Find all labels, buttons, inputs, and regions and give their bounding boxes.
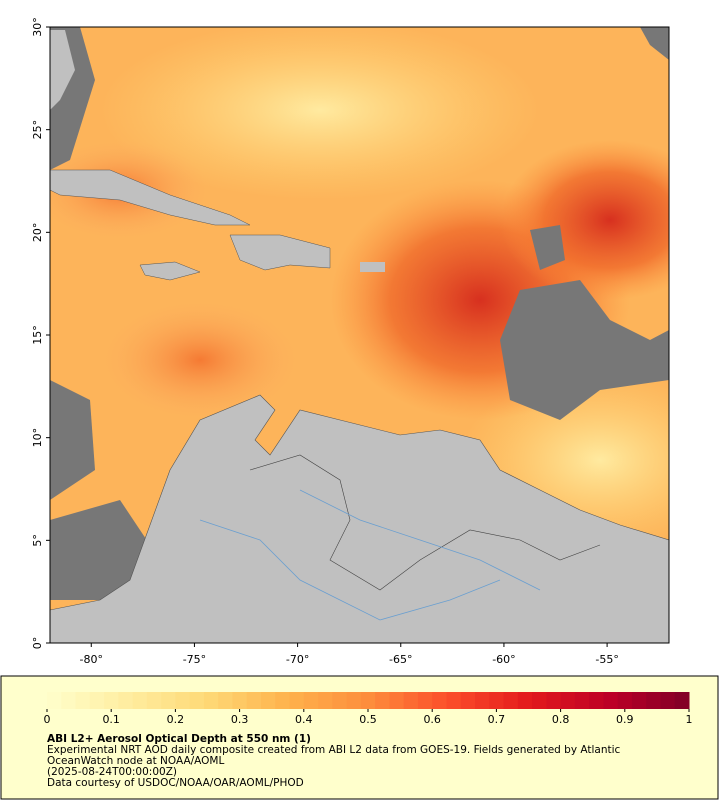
colorbar-swatch (489, 692, 505, 709)
caption-line: Experimental NRT AOD daily composite cre… (47, 744, 621, 756)
colorbar-swatch (560, 692, 576, 709)
caption-line: OceanWatch node at NOAA/AOML (47, 755, 224, 767)
colorbar-swatch (346, 692, 362, 709)
colorbar-swatch (47, 692, 62, 709)
colorbar-swatch (289, 692, 305, 709)
colorbar-tick-label: 0.6 (423, 713, 441, 726)
x-tick-label: -70° (286, 653, 309, 666)
colorbar-swatch (261, 692, 276, 709)
colorbar-swatch (360, 692, 376, 709)
colorbar-swatch (417, 692, 433, 709)
colorbar-swatch (631, 692, 647, 709)
colorbar-swatch (646, 692, 661, 709)
colorbar-swatch (546, 692, 562, 709)
y-tick-label: 30° (31, 17, 44, 37)
caption-line: Data courtesy of USDOC/NOAA/OAR/AOML/PHO… (47, 777, 304, 789)
colorbar-swatch (132, 692, 148, 709)
colorbar-swatch (446, 692, 462, 709)
colorbar-swatch (589, 692, 604, 709)
colorbar-swatch (146, 692, 162, 709)
caption-line: (2025-08-24T00:00:00Z) (47, 766, 177, 778)
x-tick-label: -75° (183, 653, 206, 666)
y-tick-label: 5° (31, 534, 44, 547)
colorbar-swatch (104, 692, 119, 709)
colorbar-swatch (275, 692, 291, 709)
colorbar-tick-label: 0.5 (359, 713, 377, 726)
colorbar-swatch (375, 692, 390, 709)
colorbar-swatch (118, 692, 134, 709)
colorbar-swatch (460, 692, 476, 709)
y-tick-label: 20° (31, 223, 44, 243)
colorbar-swatch (75, 692, 91, 709)
colorbar-swatch (532, 692, 547, 709)
caption-title: ABI L2+ Aerosol Optical Depth at 550 nm … (47, 733, 311, 745)
colorbar-swatch (660, 692, 676, 709)
y-tick-label: 15° (31, 325, 44, 345)
colorbar-swatch (389, 692, 405, 709)
colorbar-tick-label: 0.2 (167, 713, 185, 726)
x-tick-label: -80° (80, 653, 103, 666)
colorbar-swatch (617, 692, 633, 709)
colorbar-tick-label: 0.7 (488, 713, 506, 726)
colorbar-tick-label: 0.8 (552, 713, 570, 726)
x-tick-label: -65° (389, 653, 412, 666)
colorbar-tick-label: 0 (44, 713, 51, 726)
colorbar-swatch (175, 692, 191, 709)
colorbar-swatch (246, 692, 262, 709)
colorbar-swatch (89, 692, 105, 709)
colorbar-swatch (674, 692, 690, 709)
colorbar-tick-label: 0.4 (295, 713, 313, 726)
colorbar-tick-label: 0.1 (102, 713, 120, 726)
colorbar-swatch (318, 692, 333, 709)
colorbar-swatch (303, 692, 319, 709)
y-tick-label: 25° (31, 120, 44, 140)
colorbar-swatch (403, 692, 419, 709)
colorbar-swatch (189, 692, 205, 709)
colorbar-swatch (517, 692, 533, 709)
colorbar-swatch (432, 692, 447, 709)
colorbar-swatch (603, 692, 619, 709)
map-image (50, 27, 669, 643)
colorbar-swatch (61, 692, 77, 709)
colorbar-swatch (503, 692, 519, 709)
y-tick-label: 10° (31, 428, 44, 448)
x-tick-label: -55° (595, 653, 618, 666)
colorbar-tick-label: 1 (686, 713, 693, 726)
colorbar-swatch (203, 692, 219, 709)
colorbar-tick-label: 0.9 (616, 713, 634, 726)
colorbar-tick-label: 0.3 (231, 713, 249, 726)
colorbar-swatch (332, 692, 348, 709)
colorbar-swatch (232, 692, 248, 709)
colorbar-swatch (161, 692, 176, 709)
colorbar-swatch (475, 692, 490, 709)
colorbar-swatch (574, 692, 590, 709)
colorbar-swatch (218, 692, 233, 709)
x-tick-label: -60° (492, 653, 515, 666)
y-tick-label: 0° (31, 637, 44, 650)
